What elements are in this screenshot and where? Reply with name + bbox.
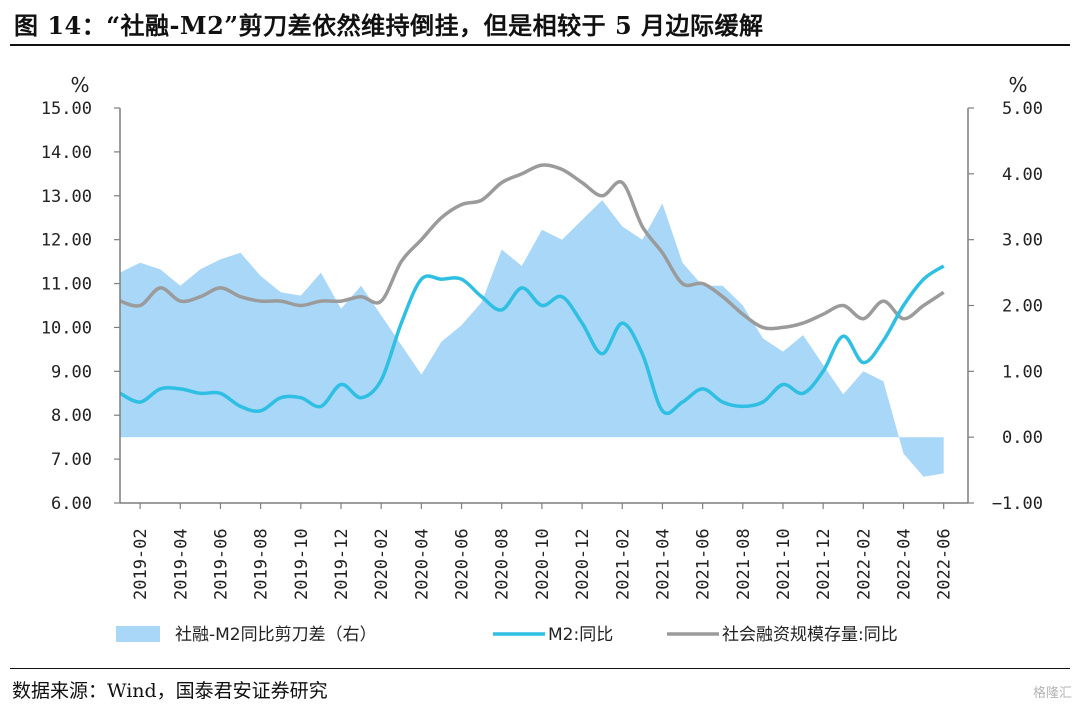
right-tick-label: 1.00 [1002, 362, 1043, 382]
left-tick-label: 11.00 [41, 275, 92, 295]
x-tick-label: 2020-08 [493, 528, 513, 600]
left-tick-label: 12.00 [41, 231, 92, 251]
legend-label-tsf: 社会融资规模存量:同比 [722, 625, 898, 645]
x-tick-label: 2019-08 [252, 528, 272, 600]
x-tick-label: 2019-06 [211, 528, 231, 600]
x-tick-label: 2022-02 [854, 528, 874, 600]
x-tick-label: 2019-02 [131, 528, 151, 600]
left-tick-label: 14.00 [41, 143, 92, 163]
right-tick-label: 2.00 [1002, 297, 1043, 317]
x-tick-label: 2022-06 [935, 528, 955, 600]
m2-yoy-line [119, 264, 945, 416]
left-tick-label: 7.00 [51, 450, 92, 470]
x-tick-label: 2021-02 [613, 528, 633, 600]
x-tick-label: 2020-04 [412, 528, 432, 600]
x-tick-label: 2020-10 [533, 528, 553, 600]
right-tick-label: −1.00 [992, 494, 1043, 514]
left-tick-label: 10.00 [41, 318, 92, 338]
legend-label-m2: M2:同比 [548, 625, 613, 645]
footer-rule [10, 668, 1070, 669]
right-tick-label: 5.00 [1002, 99, 1043, 119]
x-tick-label: 2019-10 [292, 528, 312, 600]
x-tick-label: 2020-12 [573, 528, 593, 600]
legend-label-gap: 社融-M2同比剪刀差（右） [175, 625, 377, 645]
right-tick-label: 4.00 [1002, 165, 1043, 185]
x-tick-label: 2021-08 [734, 528, 754, 600]
tsf-yoy-line [119, 163, 945, 331]
x-tick-label: 2021-12 [814, 528, 834, 600]
x-tick-label: 2020-06 [453, 528, 473, 600]
left-tick-label: 6.00 [51, 494, 92, 514]
x-tick-label: 2021-04 [653, 528, 673, 600]
watermark: 格隆汇 [1032, 686, 1072, 701]
gap-area-series [120, 200, 944, 477]
right-tick-label: 3.00 [1002, 231, 1043, 251]
x-tick-label: 2020-02 [372, 528, 392, 600]
left-axis-unit: % [70, 73, 89, 97]
x-tick-label: 2021-06 [694, 528, 714, 600]
x-tick-label: 2019-12 [332, 528, 352, 600]
x-tick-label: 2019-04 [171, 528, 191, 600]
source-note: 数据来源：Wind，国泰君安证券研究 [12, 680, 328, 702]
left-tick-label: 9.00 [51, 362, 92, 382]
x-tick-label: 2021-10 [774, 528, 794, 600]
right-axis-unit: % [1008, 73, 1027, 97]
chart-canvas: 6.00 7.00 8.00 9.00 10.00 11.00 12.00 13.00 14.0… [41, 73, 1043, 645]
title-underline [10, 44, 1070, 46]
left-tick-label: 15.00 [41, 99, 92, 119]
legend-swatch-gap [116, 626, 160, 642]
chart-title: 图 14：“社融-M2”剪刀差依然维持倒挂，但是相较于 5 月边际缓解 [14, 11, 764, 40]
left-tick-label: 13.00 [41, 187, 92, 207]
left-tick-label: 8.00 [51, 406, 92, 426]
x-tick-label: 2022-04 [895, 528, 915, 600]
right-tick-label: 0.00 [1002, 428, 1043, 448]
